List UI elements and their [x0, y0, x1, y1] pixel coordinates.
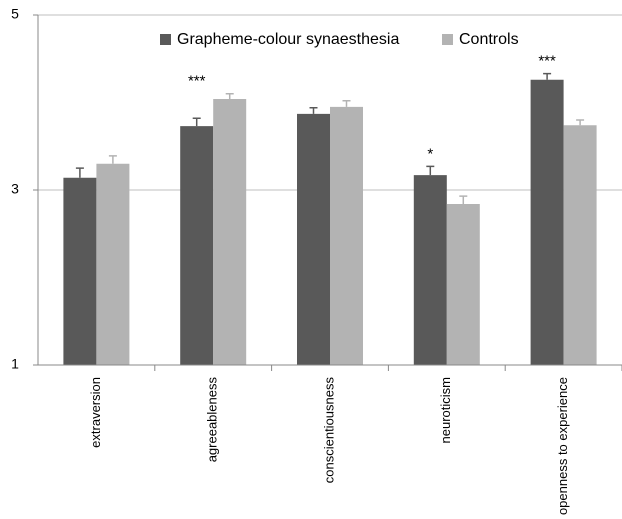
bar [96, 163, 130, 365]
legend-swatch [160, 34, 171, 45]
x-tick-label: extraversion [88, 377, 103, 448]
x-tick-label: neuroticism [438, 377, 453, 443]
annotation: *** [538, 53, 556, 70]
x-tick-label: conscientiousness [321, 377, 336, 484]
bar [297, 113, 330, 365]
annotation: * [427, 145, 433, 162]
bar [213, 99, 247, 365]
bar [563, 125, 597, 365]
y-tick-label: 5 [11, 6, 19, 22]
bar [446, 204, 480, 365]
y-tick-label: 3 [11, 181, 19, 197]
legend-label: Controls [459, 31, 519, 48]
y-tick-label: 1 [11, 356, 19, 372]
legend-swatch [442, 34, 453, 45]
bar [180, 126, 214, 365]
legend-label: Grapheme-colour synaesthesia [177, 31, 399, 48]
x-tick-label: agreeableness [205, 377, 220, 463]
annotation: *** [188, 73, 206, 90]
bar [413, 175, 447, 365]
bar [530, 79, 564, 365]
bar [330, 106, 363, 365]
bar [63, 177, 97, 365]
x-tick-label: openness to experience [555, 377, 570, 515]
